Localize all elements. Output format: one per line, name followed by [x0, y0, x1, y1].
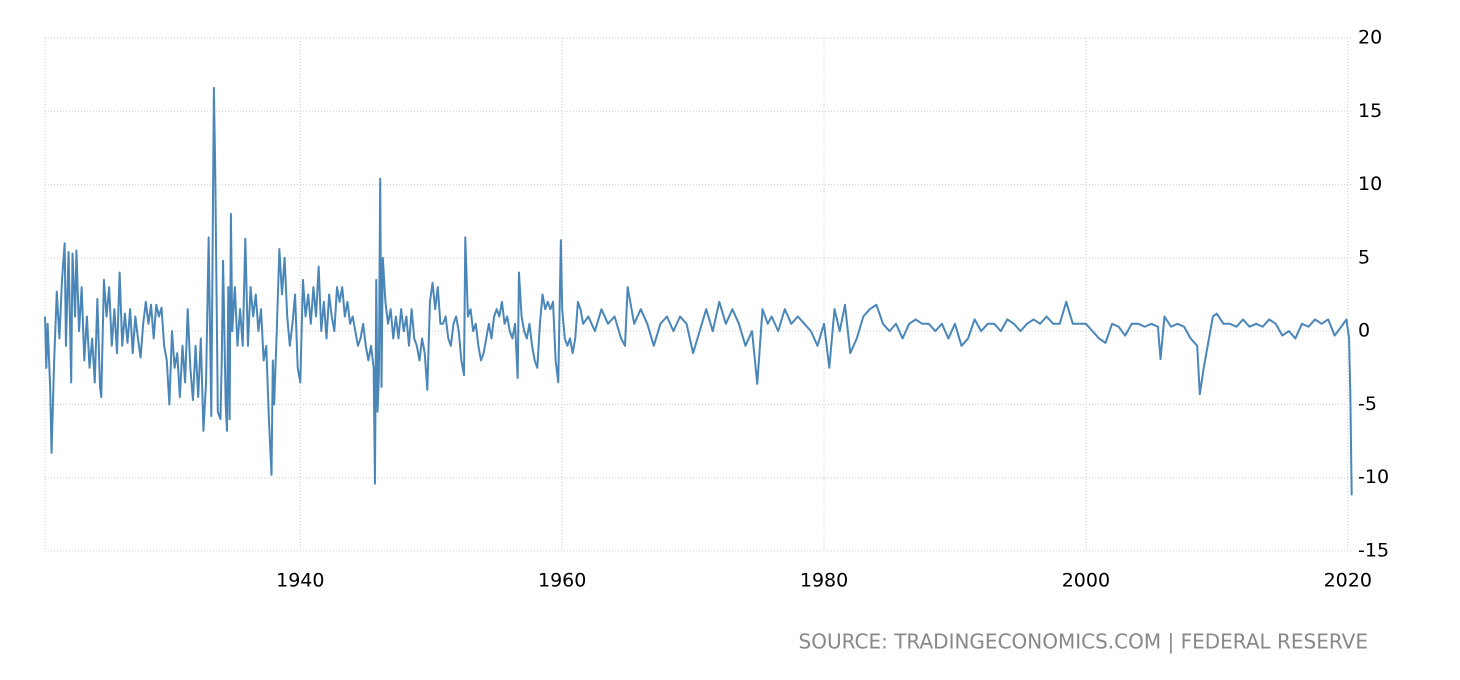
x-tick-label: 1980 — [800, 570, 848, 592]
y-tick-label: 20 — [1358, 27, 1382, 49]
y-tick-label: 0 — [1358, 320, 1370, 342]
x-tick-label: 2000 — [1062, 570, 1110, 592]
x-tick-label: 1960 — [538, 570, 586, 592]
x-tick-label: 2020 — [1324, 570, 1372, 592]
source-note: SOURCE: TRADINGECONOMICS.COM | FEDERAL R… — [799, 630, 1368, 654]
y-tick-label: 5 — [1358, 246, 1370, 268]
y-tick-label: 15 — [1358, 100, 1382, 122]
y-tick-label: -5 — [1358, 393, 1377, 415]
y-tick-label: -15 — [1358, 540, 1389, 562]
y-tick-label: 10 — [1358, 173, 1382, 195]
x-tick-label: 1940 — [276, 570, 324, 592]
data-line — [44, 86, 1353, 496]
y-tick-label: -10 — [1358, 466, 1389, 488]
